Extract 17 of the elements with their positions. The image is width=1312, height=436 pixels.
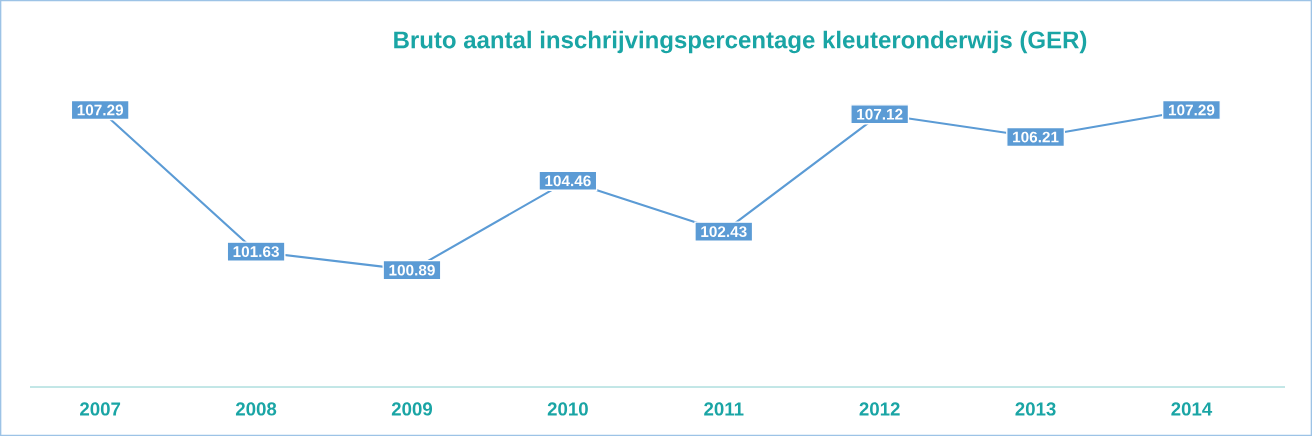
data-label: 106.21: [1013, 131, 1059, 143]
data-label: 107.29: [1168, 104, 1215, 116]
x-tick-label: 2007: [80, 402, 121, 416]
data-label: 104.46: [545, 175, 591, 187]
x-tick-label: 2014: [1171, 402, 1213, 416]
data-label: 107.12: [857, 108, 903, 120]
data-label: 100.89: [389, 264, 435, 276]
x-tick-label: 2009: [391, 402, 433, 416]
chart-title: Bruto aantal inschrijvingspercentage kleuteronderwijs (GER): [394, 30, 1087, 54]
data-label: 101.63: [233, 246, 279, 258]
data-label: 107.29: [77, 104, 124, 116]
x-tick-label: 2010: [547, 402, 588, 416]
x-tick-label: 2011: [704, 402, 744, 416]
x-tick-label: 2008: [235, 402, 277, 416]
x-tick-label: 2012: [859, 402, 900, 416]
x-tick-label: 2013: [1015, 402, 1056, 416]
data-label: 102.43: [701, 226, 747, 238]
